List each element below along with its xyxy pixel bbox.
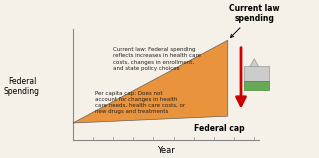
Text: Federal cap: Federal cap — [194, 124, 244, 133]
Polygon shape — [250, 59, 259, 67]
Polygon shape — [73, 40, 228, 123]
Text: Year: Year — [157, 146, 174, 155]
Text: Current law: Federal spending
reflects increases in health care
costs, changes i: Current law: Federal spending reflects i… — [113, 47, 201, 71]
Text: Federal
Spending: Federal Spending — [4, 77, 40, 96]
Text: Per capita cap: Does not
account for changes in health
care needs, health care c: Per capita cap: Does not account for cha… — [95, 91, 185, 114]
Text: Current law
spending: Current law spending — [229, 4, 279, 38]
FancyBboxPatch shape — [244, 66, 269, 81]
FancyBboxPatch shape — [244, 81, 269, 90]
